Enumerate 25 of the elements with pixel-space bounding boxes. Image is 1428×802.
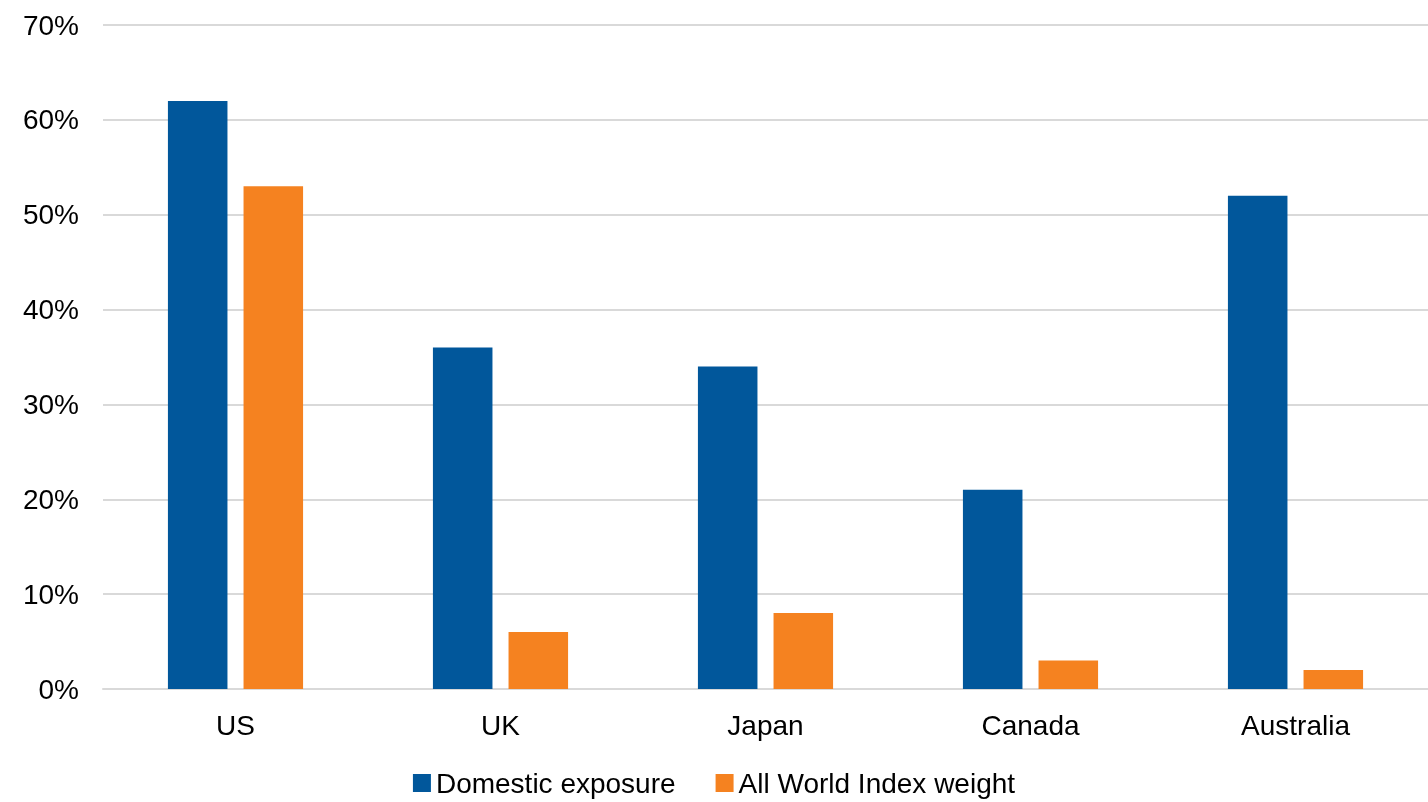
x-tick-label: US xyxy=(216,709,255,741)
bar xyxy=(962,489,1023,689)
legend-label: All World Index weight xyxy=(738,767,1016,799)
bar xyxy=(432,347,493,689)
bar xyxy=(1038,660,1099,689)
y-tick-label: 40% xyxy=(22,294,79,326)
bar xyxy=(1227,195,1288,689)
bar xyxy=(773,613,834,689)
y-tick-label: 60% xyxy=(22,104,79,136)
bar xyxy=(167,100,228,689)
y-tick-label: 10% xyxy=(22,578,79,610)
y-tick-label: 20% xyxy=(22,483,79,515)
y-tick-label: 70% xyxy=(22,9,79,41)
legend-label: Domestic exposure xyxy=(435,767,676,799)
bar xyxy=(508,632,569,689)
x-tick-label: Australia xyxy=(1241,709,1351,741)
x-tick-label: UK xyxy=(481,709,521,741)
bar xyxy=(697,366,758,689)
y-tick-label: 0% xyxy=(38,673,79,705)
bar xyxy=(243,186,304,689)
y-tick-label: 30% xyxy=(22,388,79,420)
y-tick-label: 50% xyxy=(22,199,79,231)
x-tick-label: Japan xyxy=(727,709,804,741)
x-tick-label: Canada xyxy=(981,709,1080,741)
bar xyxy=(1303,670,1364,689)
